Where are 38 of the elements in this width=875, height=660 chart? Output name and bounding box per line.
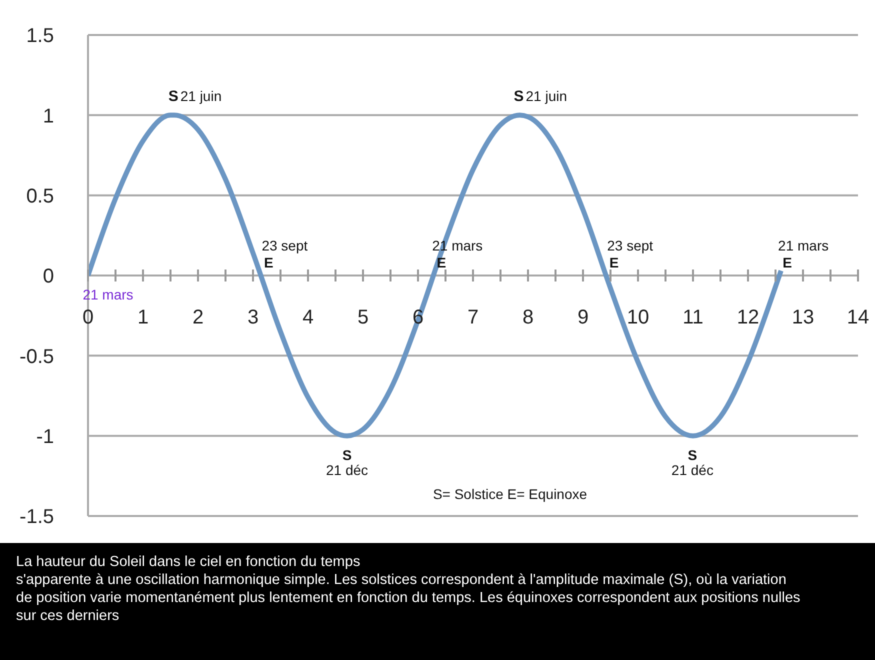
annotation: 21 juin [180, 88, 222, 104]
annotation: E [264, 254, 274, 270]
annotation: 21 déc [326, 462, 368, 478]
y-tick-label: 1 [42, 105, 54, 128]
x-tick-label: 13 [792, 306, 814, 328]
annotation: S [688, 446, 698, 463]
text: La hauteur du Soleil dans le ciel en fonction du temps s'apparente à une oscillation harmonique simple. Les solstices correspondent à l'amplitude maximale (S), où la variation de position varie momentanément plus lentement en fonction du temps. Les équinoxes correspondent aux positions nulles sur ces derniers [0, 543, 875, 660]
x-tick-label: 5 [357, 306, 369, 328]
annotation: E [609, 254, 619, 270]
y-tick-label: 0.5 [26, 185, 54, 208]
x-tick-label: 7 [467, 306, 479, 328]
annotation: 21 déc [671, 462, 714, 478]
y-tick-label: -0.5 [20, 346, 54, 368]
y-tick-label: -1.5 [20, 506, 54, 528]
y-tick-label: -1 [36, 426, 54, 448]
x-tick-label: 10 [626, 306, 650, 328]
annotation: 21 mars [82, 286, 134, 302]
annotation: S= Solstice E= Equinoxe [432, 486, 588, 502]
x-tick-label: 2 [192, 306, 204, 328]
y-tick-label: 1.5 [26, 25, 54, 48]
annotation: E [782, 254, 792, 270]
annotation: 21 mars [778, 238, 829, 254]
x-tick-label: 12 [736, 306, 760, 328]
annotation: 23 sept [607, 238, 654, 254]
x-tick-label: 0 [82, 306, 94, 328]
x-tick-label: 4 [302, 306, 314, 328]
x-tick-label: 8 [522, 306, 534, 328]
x-tick-label: 14 [846, 306, 870, 328]
x-tick-label: 3 [247, 306, 259, 328]
annotation: 21 juin [526, 88, 568, 104]
x-tick-label: 9 [577, 306, 589, 328]
x-tick-label: 11 [682, 306, 704, 328]
annotation: S [514, 88, 524, 106]
annotation: S [168, 88, 178, 106]
annotation: S [342, 446, 352, 463]
x-tick-label: 1 [137, 306, 149, 328]
annotation: 23 sept [262, 238, 308, 254]
y-tick-label: 0 [42, 266, 54, 288]
